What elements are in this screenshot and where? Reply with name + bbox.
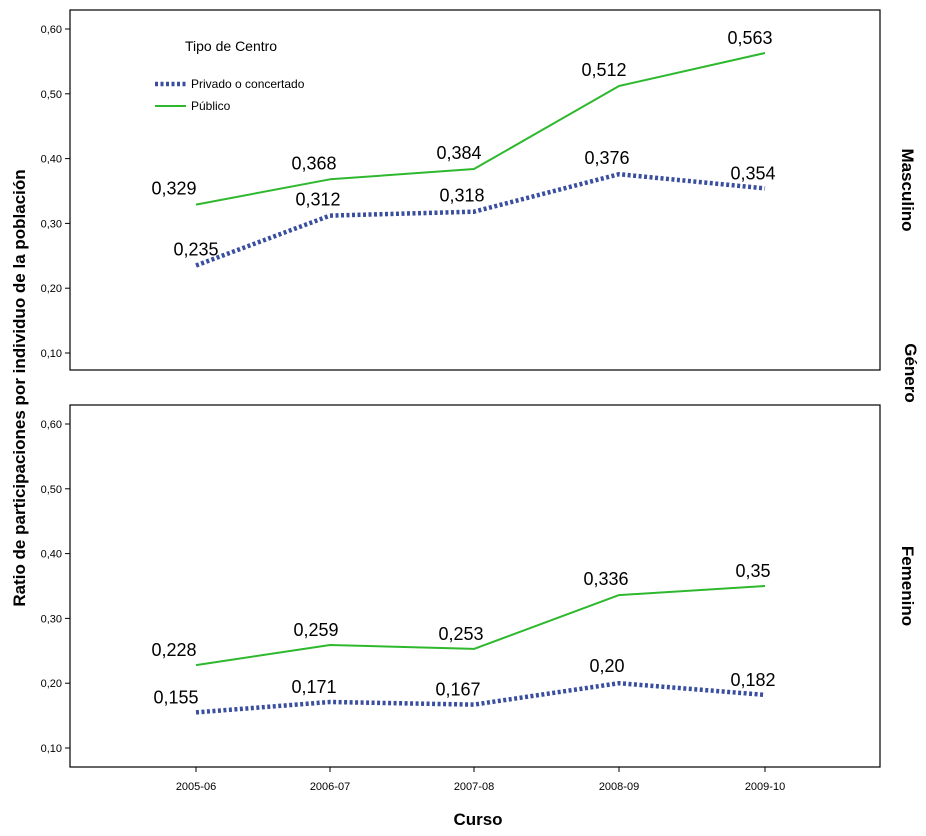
data-label: 0,253: [438, 624, 483, 644]
x-tick-label: 2008-09: [599, 781, 639, 793]
row-facet-title: Género: [901, 343, 920, 403]
data-label: 0,312: [295, 190, 340, 210]
y-tick-label: 0,40: [41, 154, 62, 166]
data-label: 0,235: [173, 240, 218, 260]
data-label: 0,354: [730, 163, 775, 183]
data-label: 0,228: [151, 640, 196, 660]
series-line-publico: [195, 585, 766, 667]
data-label: 0,512: [581, 60, 626, 80]
data-label: 0,563: [727, 28, 772, 48]
y-tick-label: 0,60: [41, 24, 62, 36]
legend-label: Público: [191, 99, 231, 113]
x-tick-label: 2005-06: [176, 781, 216, 793]
legend-label: Privado o concertado: [191, 77, 305, 91]
y-tick-label: 0,30: [41, 613, 62, 625]
panel-frame-1: [69, 404, 881, 768]
y-tick-label: 0,10: [41, 743, 62, 755]
data-label: 0,318: [439, 186, 484, 206]
data-label: 0,35: [735, 561, 770, 581]
x-tick-label: 2006-07: [310, 781, 350, 793]
legend-title: Tipo de Centro: [185, 38, 277, 54]
x-axis-title: Curso: [453, 810, 502, 829]
series-line-privado: [195, 680, 766, 715]
y-tick-label: 0,20: [41, 678, 62, 690]
data-label: 0,329: [151, 179, 196, 199]
y-tick-label: 0,50: [41, 484, 62, 496]
y-tick-label: 0,50: [41, 89, 62, 101]
x-tick-label: 2009-10: [745, 781, 785, 793]
x-tick-label: 2007-08: [454, 781, 494, 793]
y-tick-label: 0,60: [41, 419, 62, 431]
data-label: 0,368: [291, 153, 336, 173]
data-label: 0,167: [435, 680, 480, 700]
data-label: 0,336: [583, 569, 628, 589]
series-line-publico: [195, 52, 766, 206]
panel-frame-0: [69, 9, 881, 371]
data-label: 0,155: [153, 687, 198, 707]
facet-label-masculino: Masculino: [898, 148, 917, 231]
data-label: 0,376: [584, 148, 629, 168]
data-label: 0,182: [730, 670, 775, 690]
series-line-privado: [195, 171, 766, 268]
data-label: 0,384: [436, 143, 481, 163]
y-tick-label: 0,10: [41, 348, 62, 360]
y-tick-label: 0,30: [41, 218, 62, 230]
y-tick-label: 0,20: [41, 283, 62, 295]
y-tick-label: 0,40: [41, 549, 62, 561]
data-label: 0,259: [293, 620, 338, 640]
data-label: 0,171: [291, 677, 336, 697]
data-label: 0,20: [589, 656, 624, 676]
y-axis-title: Ratio de participaciones por individuo d…: [10, 169, 29, 606]
facet-label-femenino: Femenino: [898, 546, 917, 626]
